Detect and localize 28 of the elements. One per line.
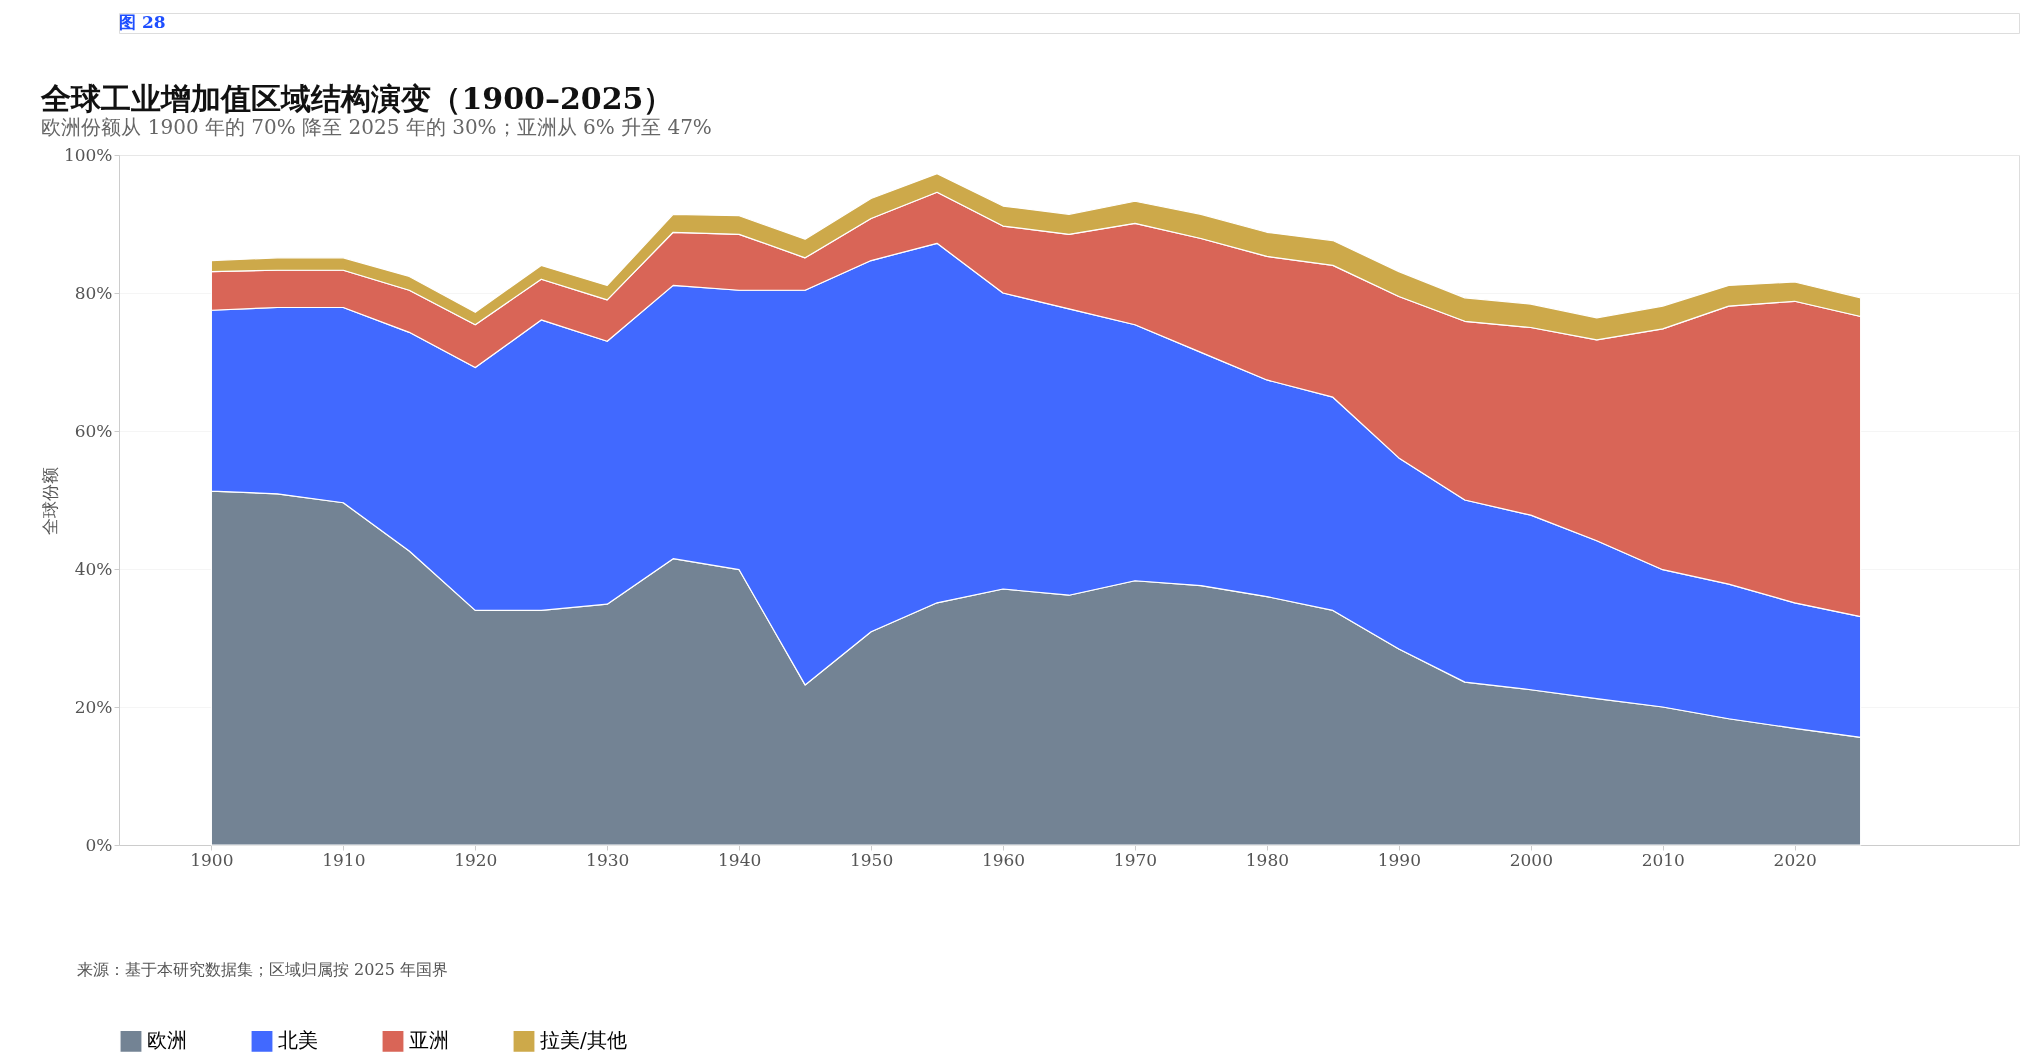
y-tick-label: 40%: [74, 558, 113, 579]
legend-label: 拉美/其他: [540, 1028, 627, 1053]
x-tick-label: 1970: [1113, 849, 1158, 870]
legend-label: 欧洲: [147, 1028, 187, 1053]
x-tick-label: 1910: [322, 849, 366, 870]
caption: 图 28: [119, 12, 166, 32]
x-tick-label: 2000: [1509, 849, 1553, 870]
y-axis-title: 全球份额: [39, 466, 60, 535]
x-tick-label: 1980: [1245, 849, 1290, 870]
x-tick-label: 1950: [849, 849, 894, 870]
source-note: 来源：基于本研究数据集；区域归属按 2025 年国界: [77, 960, 448, 979]
y-tick-label: 0%: [85, 834, 113, 855]
legend-label: 亚洲: [409, 1028, 449, 1053]
x-tick-label: 1960: [981, 849, 1026, 870]
y-tick-label: 20%: [74, 696, 113, 717]
y-tick-label: 60%: [74, 420, 113, 441]
x-tick-label: 1920: [454, 849, 498, 870]
x-tick-label: 2020: [1773, 849, 1817, 870]
y-tick-label: 80%: [74, 282, 113, 303]
x-tick-label: 2010: [1641, 849, 1685, 870]
chart-title: 全球工业增加值区域结构演变（1900–2025）: [40, 81, 674, 116]
x-tick-label: 1900: [190, 849, 234, 870]
x-tick-label: 1990: [1377, 849, 1421, 870]
chart-subtitle: 欧洲份额从 1900 年的 70% 降至 2025 年的 30%；亚洲从 6% 升至 47%: [41, 115, 712, 139]
legend-label: 北美: [278, 1028, 318, 1053]
x-tick-label: 1940: [718, 849, 762, 870]
y-tick-label: 100%: [63, 144, 113, 165]
x-tick-label: 1930: [586, 849, 630, 870]
